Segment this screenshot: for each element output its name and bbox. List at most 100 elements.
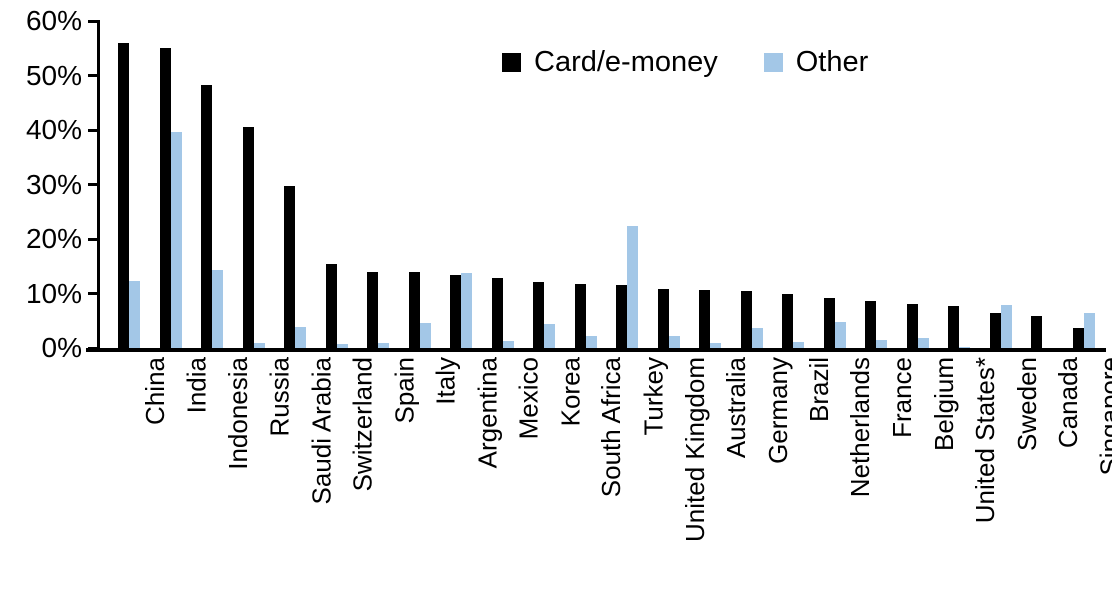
bar-group [657, 21, 680, 348]
bar-card-e-money [823, 297, 835, 348]
bar-other [959, 346, 970, 348]
legend-label-other: Other [795, 46, 869, 78]
x-axis-label: Korea [555, 357, 585, 427]
bar-other [544, 324, 555, 348]
bar-other [1083, 312, 1095, 348]
x-axis-label: India [181, 357, 212, 414]
x-axis-line [86, 348, 1106, 352]
bar-card-e-money [491, 277, 503, 348]
y-tick [88, 292, 100, 295]
bar-group [865, 21, 887, 348]
x-axis-label: Belgium [928, 357, 959, 451]
bar-other [585, 336, 597, 348]
bar-group [740, 21, 763, 348]
x-axis-label: Indonesia [223, 357, 253, 470]
legend-item-other: Other [763, 46, 869, 78]
plot-area [100, 21, 1105, 348]
bar-other [461, 272, 472, 348]
bar-card-e-money [657, 289, 669, 348]
bar-group [616, 21, 638, 348]
bar-group [408, 21, 431, 348]
bar-card-e-money [284, 185, 295, 348]
x-axis-label: United Kingdom [679, 357, 710, 542]
y-tick [88, 128, 100, 132]
bar-card-e-money [201, 85, 212, 348]
x-axis-label: France [887, 357, 917, 438]
bar-card-e-money [865, 301, 876, 348]
bar-group [1072, 21, 1095, 348]
x-axis-label: Italy [430, 357, 461, 405]
bar-other [876, 339, 887, 348]
bar-group [823, 21, 846, 348]
card-e-money-swatch-icon [502, 53, 521, 72]
bar-card-e-money [948, 305, 959, 348]
x-axis-label: South Africa [596, 357, 627, 498]
bar-group [118, 21, 140, 348]
bar-other [751, 327, 763, 348]
y-tick-label: 20% [25, 223, 82, 254]
legend-item-card-e-money: Card/e-money [502, 48, 718, 77]
bar-card-e-money [740, 290, 752, 348]
bar-card-e-money [782, 293, 793, 348]
bar-other [834, 322, 846, 348]
bar-other [502, 340, 514, 348]
bar-group [1031, 21, 1053, 348]
bar-card-e-money [408, 271, 420, 348]
x-axis-label: Russia [264, 357, 295, 437]
bar-card-e-money [699, 289, 710, 348]
bar-group [367, 21, 389, 348]
bar-group [491, 21, 514, 348]
y-tick [88, 237, 100, 241]
bar-other [668, 336, 680, 348]
bar-group [574, 21, 597, 348]
bar-group [450, 21, 472, 348]
y-tick-label: 60% [25, 5, 82, 36]
bar-card-e-money [1072, 327, 1084, 348]
bar-other [793, 342, 804, 348]
x-axis-label: China [140, 357, 170, 425]
y-axis-line [97, 21, 100, 352]
bar-group [782, 21, 804, 348]
bar-card-e-money [159, 48, 171, 348]
x-axis-label: Saudi Arabia [306, 357, 336, 505]
bar-other [419, 323, 431, 348]
bar-card-e-money [574, 284, 586, 348]
y-tick-label: 0% [41, 332, 82, 363]
bar-other [129, 280, 140, 348]
bar-card-e-money [242, 127, 254, 348]
bar-group [533, 21, 555, 348]
y-tick [88, 74, 100, 77]
bar-other [1000, 304, 1012, 348]
bar-group [159, 21, 182, 348]
bar-card-e-money [367, 271, 378, 348]
x-axis-label: Argentina [472, 357, 502, 469]
bar-other [295, 327, 306, 348]
x-axis-label: United States* [970, 357, 1000, 524]
x-axis-label: Turkey [638, 357, 668, 436]
x-axis-label: Canada [1053, 357, 1083, 449]
bar-card-e-money [118, 42, 129, 348]
bar-other [627, 225, 638, 348]
bar-other [378, 343, 389, 348]
bar-group [325, 21, 348, 348]
bar-card-e-money [1031, 316, 1042, 348]
x-axis-label: Sweden [1011, 357, 1042, 451]
y-tick-label: 40% [25, 114, 82, 145]
bar-other [336, 344, 348, 348]
x-axis-label: Brazil [804, 357, 834, 423]
bar-card-e-money [533, 281, 544, 348]
bar-group [242, 21, 265, 348]
x-axis-label: Germany [762, 357, 793, 464]
other-swatch-icon [763, 53, 783, 72]
y-tick-label: 10% [25, 277, 82, 309]
bar-card-e-money [989, 313, 1001, 348]
x-axis-label: Spain [389, 357, 419, 424]
x-axis-label: Netherlands [845, 357, 876, 498]
legend: Card/e-money Other [502, 48, 868, 77]
bar-other [170, 131, 182, 348]
legend-label-card-e-money: Card/e-money [534, 46, 718, 78]
bar-other [253, 342, 265, 348]
bar-other [212, 270, 223, 348]
bar-card-e-money [616, 285, 627, 348]
